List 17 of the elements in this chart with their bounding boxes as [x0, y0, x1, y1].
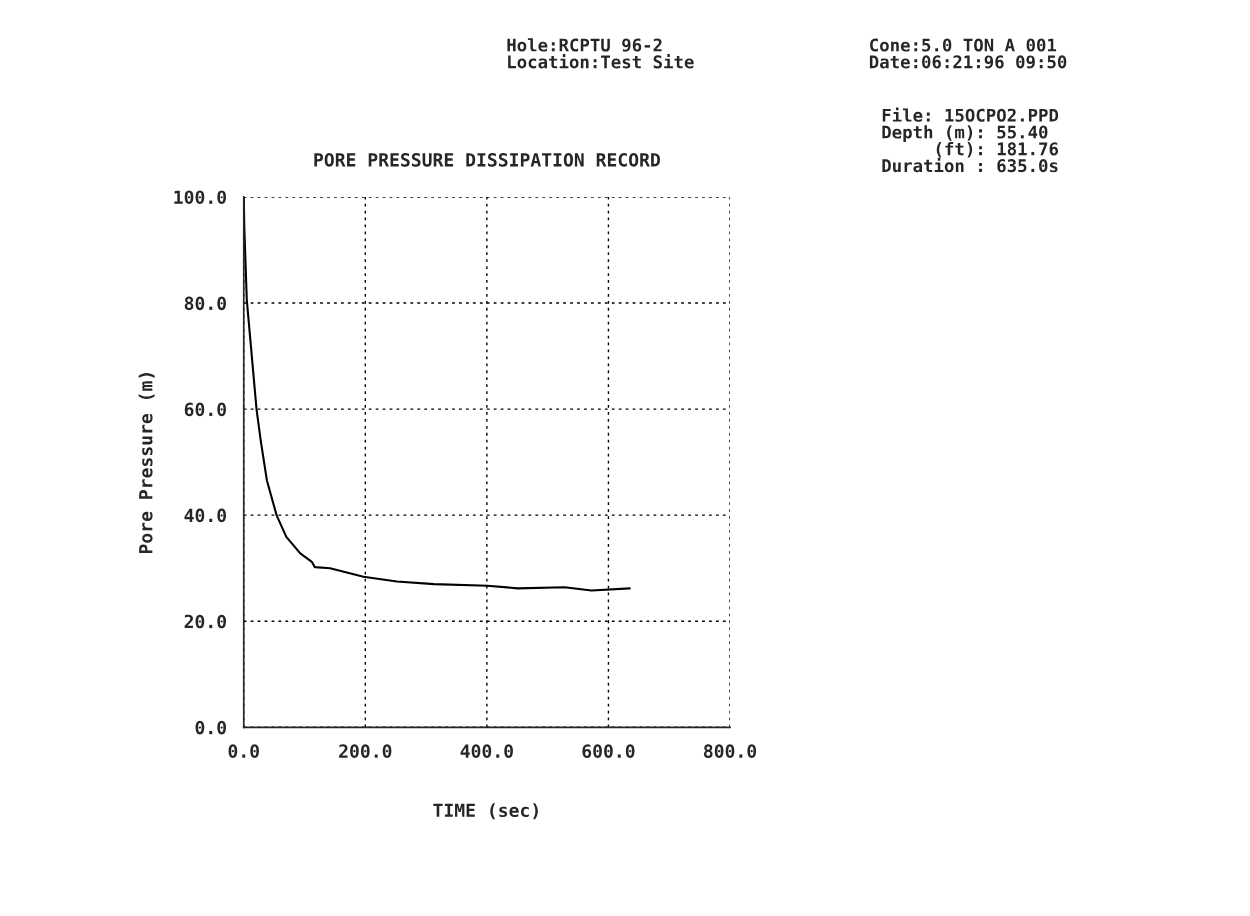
x-tick-label: 200.0	[339, 744, 392, 758]
text: Hole:RCPTU 96-2 Location:Test Site	[507, 38, 694, 69]
x-axis-title: TIME (sec)	[433, 803, 538, 820]
y-tick-label: 0.0	[195, 720, 226, 735]
text: File: 15OCPO2.PPD Depth (m): 55.40 (ft): 181.76 Duration : 635.0s	[882, 107, 1059, 173]
x-tick-label: 400.0	[460, 744, 513, 758]
y-axis-title: Pore Pressure (m)	[138, 373, 155, 554]
y-tick-label: 20.0	[184, 614, 226, 629]
x-tick-label: 800.0	[703, 744, 757, 758]
x-tick-label: 600.0	[582, 744, 635, 758]
x-tick-label: 0.0	[228, 744, 259, 758]
y-tick-label: 80.0	[184, 296, 226, 311]
chart-title: PORE PRESSURE DISSIPATION RECORD	[314, 152, 660, 167]
y-tick-label: 60.0	[184, 402, 226, 417]
text: Cone:5.0 TON A 001 Date:06:21:96 09:50	[869, 38, 1067, 69]
y-tick-label: 100.0	[174, 190, 226, 205]
y-tick-label: 40.0	[184, 508, 226, 523]
